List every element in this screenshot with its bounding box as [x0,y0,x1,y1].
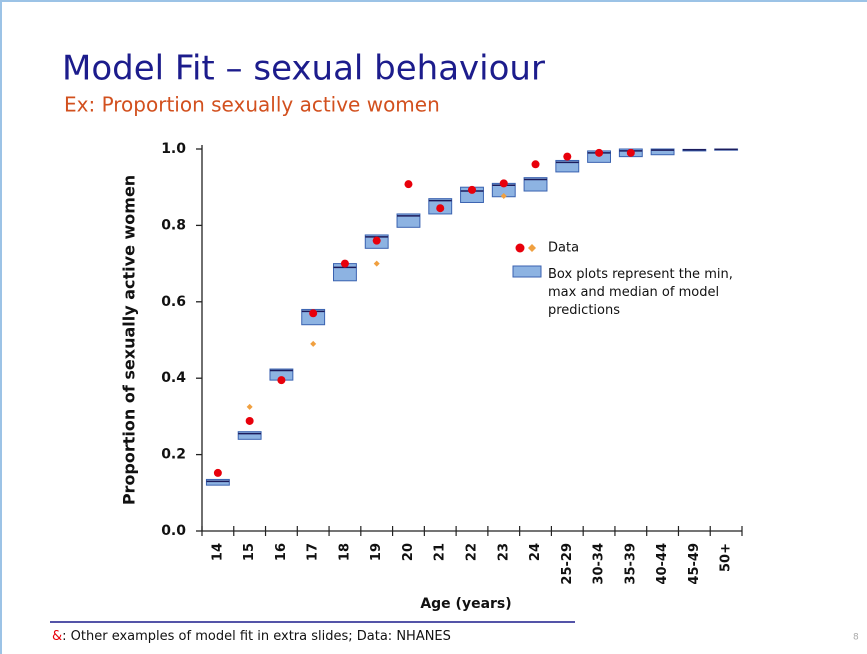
x-tick-label: 50+ [719,543,734,572]
data-point [531,160,540,169]
x-axis-label: Age (years) [420,596,511,612]
slide-title: Model Fit – sexual behaviour [62,49,545,89]
page-number: 8 [853,633,859,643]
x-tick-label: 18 [337,543,352,561]
data-point [515,243,525,253]
x-tick-label: 45-49 [687,543,702,585]
y-tick-label: 0.6 [161,294,186,310]
x-tick-label: 14 [210,543,225,561]
x-tick-label: 24 [528,543,543,561]
x-tick-label: 20 [401,543,416,561]
y-tick-label: 0.8 [161,217,186,233]
data-point [277,376,286,385]
x-tick-label: 21 [433,543,448,561]
data-point [310,340,317,347]
y-tick-label: 0.0 [161,523,186,539]
data-point [499,179,508,188]
data-point [563,152,572,161]
x-tick-label: 25-29 [560,543,575,585]
x-tick-label: 15 [242,543,257,561]
box [237,431,262,440]
box [205,478,230,486]
data-point [468,185,476,194]
y-axis-label: Proportion of sexually active women [120,175,139,505]
footnote-text: : Other examples of model fit in extra s… [62,629,451,644]
data-point [626,148,635,157]
x-tick-label: 19 [369,543,384,561]
legend-label: Box plots represent the min, max and med… [548,267,733,318]
y-tick-label: 0.4 [161,370,186,386]
data-point [436,204,445,213]
footnote: &: Other examples of model fit in extra … [52,629,451,644]
box [650,148,675,156]
box [523,177,548,192]
box [396,213,421,228]
data-point [595,148,604,157]
data-point [213,468,222,477]
legend-box [512,265,542,278]
data-point [372,236,381,245]
x-tick-label: 35-39 [623,543,638,585]
footnote-mark: & [52,629,62,644]
data-point [528,244,536,252]
x-tick-label: 40-44 [655,543,670,585]
data-point [309,309,318,318]
x-tick-label: 16 [274,543,289,561]
data-point [373,260,380,267]
x-tick-label: 23 [496,543,511,561]
x-tick-label: 22 [465,543,480,561]
data-point [340,259,349,268]
data-point [246,403,253,410]
data-point [500,192,507,199]
slide-subtitle: Ex: Proportion sexually active women [64,93,440,117]
y-tick-label: 0.2 [161,447,186,463]
x-tick-label: 17 [306,543,321,561]
data-point [245,416,254,425]
x-tick-label: 30-34 [592,543,607,585]
data-point [404,180,413,189]
y-tick-label: 1.0 [161,141,186,157]
legend-label: Data [548,241,579,256]
